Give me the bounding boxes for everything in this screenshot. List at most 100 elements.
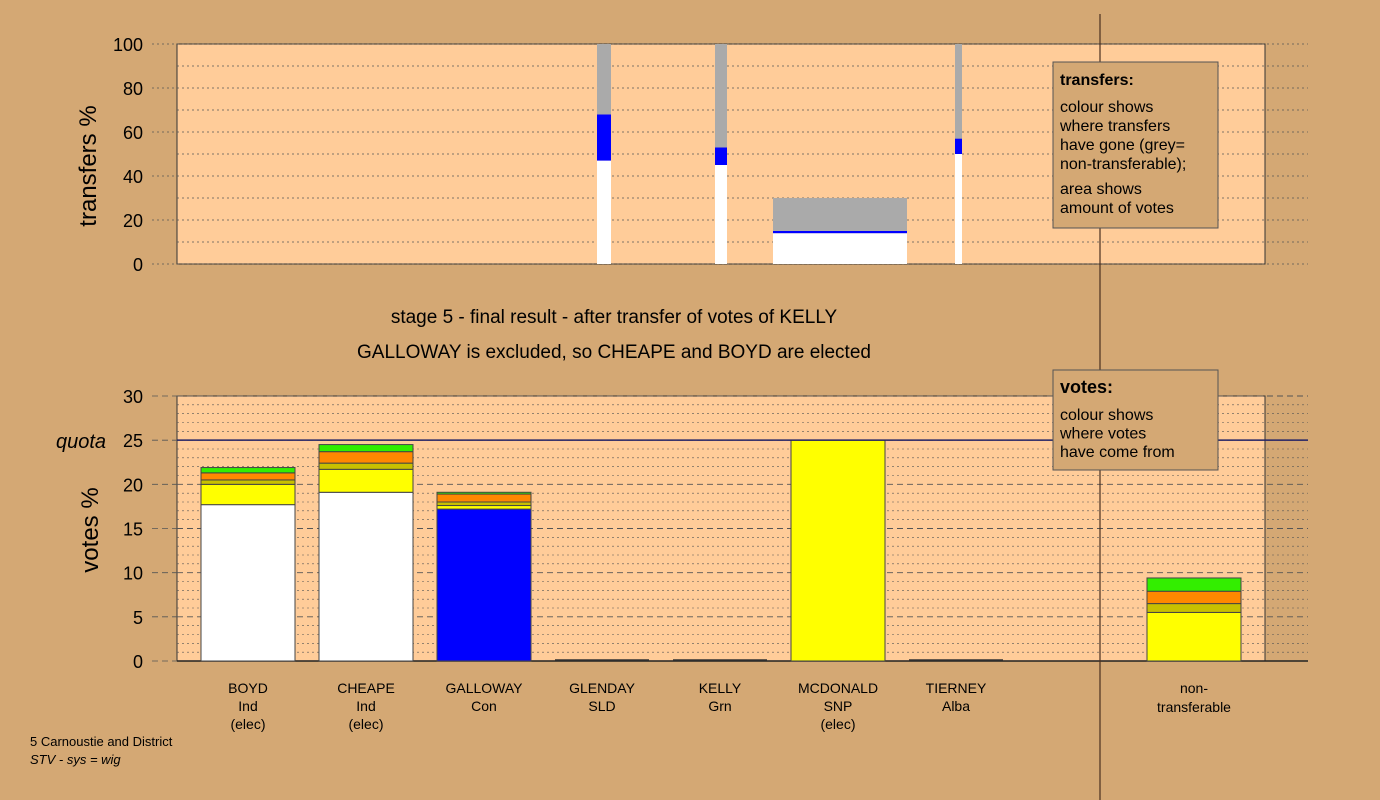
transfer-kept-segment: [597, 160, 611, 264]
vote-segment: [790, 439, 886, 662]
transfer-column-glenday: [597, 44, 611, 264]
transfers-bars: [597, 44, 962, 264]
transfers-legend-box: [1052, 61, 1219, 229]
transfer-con-segment: [597, 114, 611, 161]
votes-tick-label: 25: [123, 431, 143, 451]
candidate-name: KELLY: [699, 680, 742, 696]
vote-bar-mcdonald: [790, 439, 886, 662]
vote-segment: [200, 479, 296, 485]
vote-segment: [200, 504, 296, 662]
transfers-legend-line: where transfers: [1059, 118, 1170, 135]
vote-bar-boyd: [200, 467, 296, 662]
vote-segment: [436, 493, 532, 503]
vote-segment: [318, 444, 414, 453]
candidate-party: Alba: [942, 698, 970, 714]
candidate-status: (elec): [820, 716, 855, 732]
vote-segment: [200, 483, 296, 506]
transfers-legend-line: have gone (grey=: [1060, 137, 1185, 154]
votes-tick-label: 20: [123, 475, 143, 495]
vote-bar-galloway: [436, 491, 532, 662]
transfers-legend-line: amount of votes: [1060, 200, 1174, 217]
vote-segment: [318, 451, 414, 464]
candidate-name: CHEAPE: [337, 680, 395, 696]
candidate-name: TIERNEY: [926, 680, 987, 696]
votes-tick-label: 0: [133, 652, 143, 672]
votes-legend-line: colour shows: [1060, 407, 1153, 424]
votes-y-label: votes %: [77, 487, 104, 572]
transfers-legend-line: colour shows: [1060, 99, 1153, 116]
candidate-party: Con: [471, 698, 497, 714]
transfers-tick-label: 80: [123, 79, 143, 99]
transfer-kept-segment: [773, 233, 907, 264]
transfer-column-tierney: [955, 44, 962, 264]
votes-bars: [200, 439, 1242, 662]
candidate-party: Ind: [356, 698, 375, 714]
transfer-nontransferable-segment: [955, 44, 962, 139]
transfer-nontransferable-segment: [773, 198, 907, 231]
vote-segment: [318, 468, 414, 493]
votes-legend-line: where votes: [1059, 426, 1146, 443]
vote-segment: [436, 508, 532, 662]
stage-title: stage 5 - final result - after transfer …: [391, 307, 838, 328]
vote-segment: [436, 505, 532, 510]
vote-segment: [200, 467, 296, 474]
vote-segment: [436, 491, 532, 495]
vote-bar-cheape: [318, 444, 414, 662]
vote-segment: [318, 491, 414, 662]
ward-name: 5 Carnoustie and District: [30, 734, 173, 749]
votes-tick-label: 10: [123, 564, 143, 584]
candidate-name: BOYD: [228, 680, 268, 696]
candidate-name: GALLOWAY: [445, 680, 523, 696]
candidate-party: Grn: [708, 698, 731, 714]
transfer-nontransferable-segment: [597, 44, 611, 115]
count-system: STV - sys = wig: [30, 752, 121, 767]
transfers-tick-label: 60: [123, 123, 143, 143]
vote-segment: [1146, 577, 1242, 592]
transfer-con-segment: [955, 138, 962, 154]
transfers-y-ticks: 0 20 40 60 80 100: [113, 35, 177, 275]
vote-segment: [1146, 590, 1242, 605]
candidate-party: SLD: [588, 698, 615, 714]
transfers-tick-label: 20: [123, 211, 143, 231]
transfers-legend-line: non-transferable);: [1060, 156, 1186, 173]
vote-segment: [200, 472, 296, 481]
candidate-party: SNP: [824, 698, 853, 714]
vote-segment: [1146, 603, 1242, 613]
candidate-name: MCDONALD: [798, 680, 878, 696]
vote-segment: [318, 462, 414, 470]
votes-tick-label: 5: [133, 608, 143, 628]
transfers-tick-label: 0: [133, 255, 143, 275]
votes-legend-title: votes:: [1060, 377, 1113, 397]
candidate-party: Ind: [238, 698, 257, 714]
quota-label: quota: [56, 431, 106, 453]
transfers-legend: transfers: colour shows where transfers ha…: [1052, 61, 1219, 229]
transfers-gridlines: [177, 43, 1308, 265]
transfers-tick-label: 40: [123, 167, 143, 187]
votes-tick-label: 30: [123, 387, 143, 407]
transfer-nontransferable-segment: [715, 44, 727, 148]
transfer-con-segment: [773, 231, 907, 234]
votes-gridlines: [177, 395, 1308, 662]
transfer-column-kelly: [715, 44, 727, 264]
transfers-tick-label: 100: [113, 35, 143, 55]
transfers-y-label: transfers %: [75, 105, 102, 226]
votes-x-labels: BOYD Ind (elec) CHEAPE Ind (elec) GALLOWAY Con G…: [228, 680, 1231, 732]
vote-segment: [436, 501, 532, 507]
vote-bar-nontransferable: [1146, 577, 1242, 662]
transfer-column-mcdonald: [773, 198, 907, 264]
nontransferable-label: non-: [1180, 680, 1208, 696]
stage-subtitle: GALLOWAY is excluded, so CHEAPE and BOYD…: [357, 342, 871, 363]
votes-legend-line: have come from: [1060, 444, 1175, 461]
transfers-legend-line: area shows: [1060, 181, 1142, 198]
candidate-status: (elec): [348, 716, 383, 732]
candidate-status: (elec): [230, 716, 265, 732]
transfer-kept-segment: [955, 154, 962, 264]
votes-legend-box: [1052, 369, 1219, 471]
nontransferable-label: transferable: [1157, 699, 1231, 715]
transfer-kept-segment: [715, 165, 727, 264]
votes-tick-label: 15: [123, 520, 143, 540]
votes-y-ticks: 0 5 10 15 20 25 30: [123, 387, 177, 672]
vote-segment: [1146, 611, 1242, 662]
